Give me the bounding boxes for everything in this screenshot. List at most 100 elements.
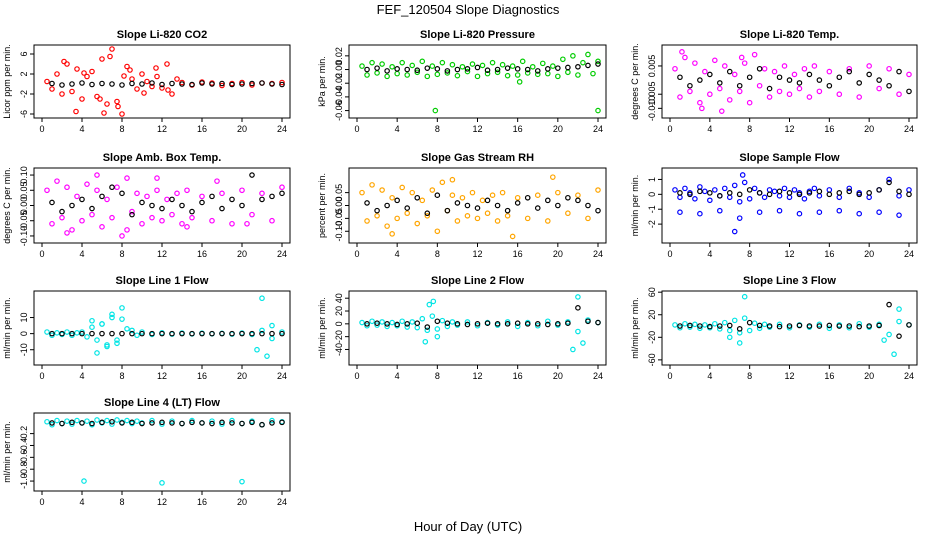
data-point [786, 323, 793, 329]
data-point [404, 321, 411, 327]
data-point [707, 323, 713, 330]
data-point [474, 73, 481, 80]
data-point [209, 330, 215, 337]
data-point [846, 323, 853, 329]
data-point [836, 194, 843, 201]
data-point [454, 66, 461, 73]
x-tick-label: 20 [864, 124, 874, 134]
y-tick-label: -10 [19, 343, 29, 356]
x-tick-label: 0 [354, 249, 359, 259]
series-all [44, 417, 285, 486]
data-point [424, 324, 431, 330]
data-point [199, 80, 205, 86]
data-point [249, 419, 255, 426]
data-point [364, 218, 370, 224]
data-point [114, 340, 120, 347]
data-point [741, 60, 748, 66]
data-point [384, 323, 390, 330]
data-point [876, 77, 882, 83]
data-point [189, 214, 195, 221]
data-point [866, 190, 872, 196]
data-point [896, 188, 902, 195]
data-point [726, 190, 733, 196]
data-point [791, 71, 798, 78]
panel-5: Slope Gas Stream RH 0 4 8 12 16 20 24 -0.10-0.05… [317, 152, 607, 259]
data-point [776, 88, 783, 95]
data-point [164, 61, 170, 67]
series-daily [49, 80, 285, 88]
data-point [550, 63, 556, 69]
y-tick-label: -1 [647, 205, 657, 213]
data-point [74, 330, 80, 336]
data-point [504, 213, 511, 219]
data-point [209, 193, 215, 200]
data-point [414, 320, 421, 326]
data-point [259, 327, 265, 334]
data-point [796, 80, 803, 86]
data-point [414, 69, 421, 76]
data-point [59, 91, 65, 97]
data-point [414, 194, 421, 201]
y-tick-label: -0.10 [334, 221, 344, 242]
data-point [264, 353, 270, 359]
data-point [756, 65, 763, 72]
data-point [159, 217, 165, 224]
data-point [776, 188, 783, 195]
data-point [856, 210, 863, 217]
x-tick-label: 20 [237, 497, 247, 507]
data-point [699, 105, 705, 112]
data-point [906, 88, 912, 95]
y-tick-label: -0.05 [334, 208, 344, 229]
data-point [896, 306, 902, 312]
data-point [169, 418, 175, 424]
data-point [49, 80, 55, 87]
data-point [279, 184, 285, 191]
data-point [219, 80, 225, 87]
data-point [736, 198, 743, 205]
data-point [69, 330, 75, 337]
figure-xlabel: Hour of Day (UTC) [414, 519, 522, 534]
data-point [816, 188, 823, 195]
data-point [199, 193, 205, 200]
data-point [504, 72, 511, 79]
panel-title: Slope Line 4 (LT) Flow [104, 397, 220, 409]
data-point [761, 194, 768, 201]
data-point [886, 176, 892, 183]
x-tick-label: 4 [707, 371, 712, 381]
data-point [119, 190, 125, 197]
panel-title: Slope Line 3 Flow [743, 275, 836, 287]
data-point [399, 59, 405, 66]
data-point [534, 321, 541, 327]
data-point [189, 208, 195, 215]
data-point [49, 199, 55, 206]
data-point [127, 67, 133, 73]
data-point [786, 91, 793, 98]
data-point [806, 94, 813, 100]
y-tick-label: -20 [334, 330, 344, 343]
data-point [269, 330, 275, 337]
data-point [59, 82, 65, 88]
data-point [876, 322, 882, 329]
data-point [716, 326, 723, 332]
data-point [712, 57, 718, 64]
data-point [269, 81, 275, 87]
data-point [364, 321, 370, 327]
data-point [896, 91, 902, 98]
data-point [718, 108, 725, 114]
data-point [682, 320, 688, 327]
data-point [504, 207, 511, 214]
data-point [109, 421, 115, 427]
data-point [129, 327, 135, 334]
y-tick-label: 0.05 [334, 184, 344, 202]
data-point [359, 63, 365, 69]
data-point [149, 420, 155, 426]
data-point [219, 419, 225, 426]
data-point [239, 420, 245, 427]
data-point [404, 324, 411, 330]
panel-4: Slope Amb. Box Temp. 0 4 8 12 16 20 24 -0.10-0.0… [2, 152, 291, 259]
data-point [414, 67, 421, 74]
data-point [499, 189, 506, 196]
data-point [44, 78, 50, 85]
data-point [139, 81, 145, 87]
